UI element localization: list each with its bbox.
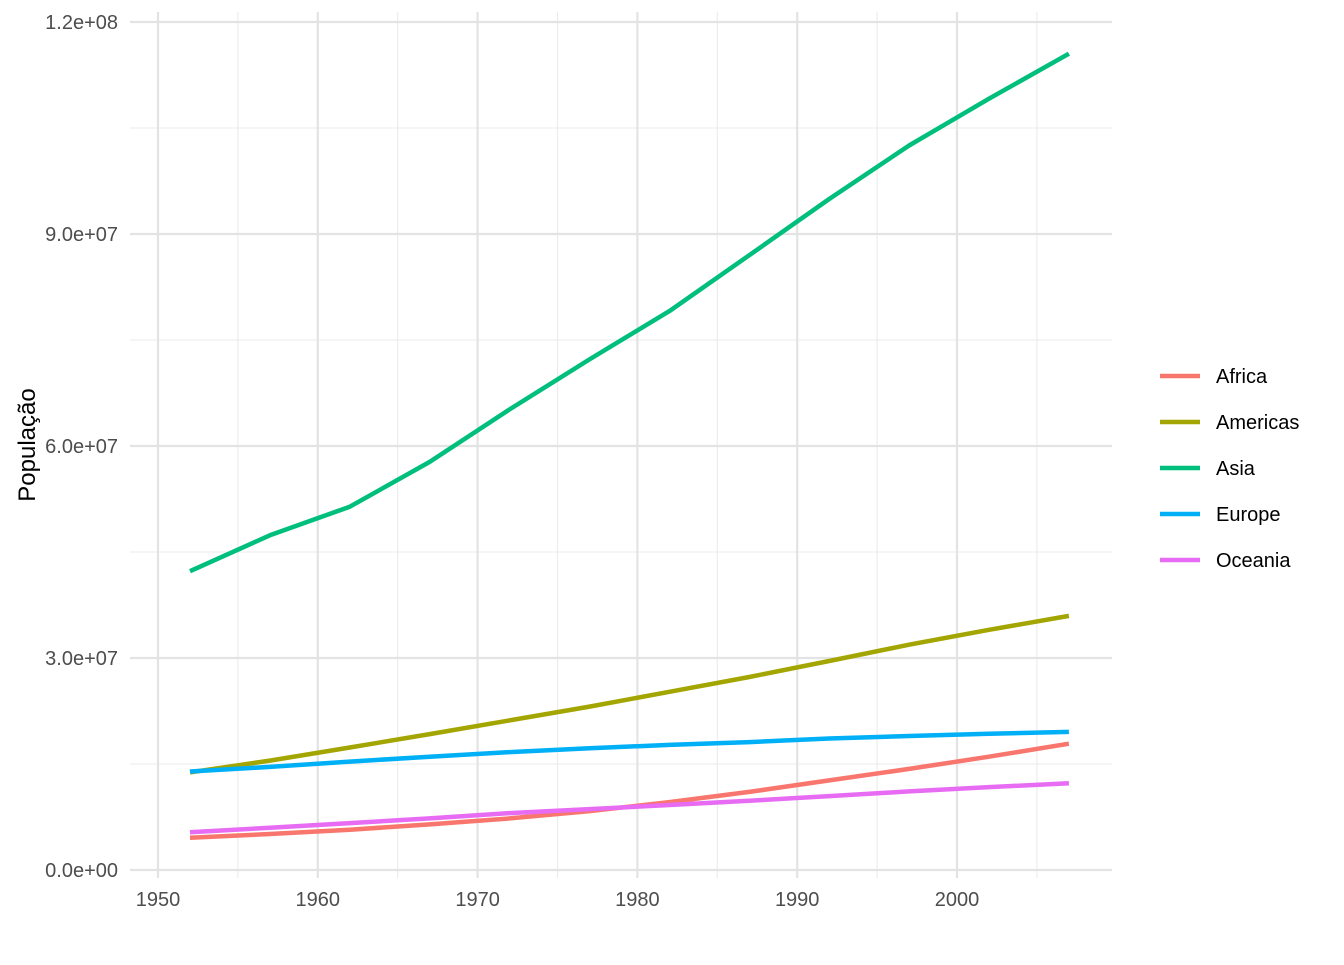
x-tick-label: 1980	[615, 889, 660, 911]
y-axis-ticks: 0.0e+00 3.0e+07 6.0e+07 9.0e+07 1.2e+08	[45, 12, 118, 882]
legend-item-oceania: Oceania	[1160, 550, 1291, 572]
y-tick-label: 0.0e+00	[45, 860, 118, 882]
x-tick-label: 1960	[296, 889, 341, 911]
x-tick-label: 2000	[935, 889, 980, 911]
x-tick-label: 1990	[775, 889, 820, 911]
legend-item-europe: Europe	[1160, 504, 1281, 526]
x-axis-ticks: 1950 1960 1970 1980 1990 2000	[136, 889, 980, 911]
series-line-americas	[189, 613, 1070, 775]
series-line-europe	[189, 729, 1069, 774]
y-axis-title: População	[14, 388, 41, 501]
legend: Africa Americas Asia Europe Oceania	[1160, 366, 1299, 572]
legend-label: Africa	[1216, 366, 1268, 388]
legend-label: Europe	[1216, 504, 1281, 526]
y-tick-label: 1.2e+08	[45, 12, 118, 34]
y-tick-label: 6.0e+07	[45, 436, 118, 458]
y-tick-label: 9.0e+07	[45, 224, 118, 246]
legend-label: Asia	[1216, 458, 1256, 480]
major-gridlines	[130, 12, 1112, 878]
series-line-oceania	[189, 781, 1070, 835]
series-lines	[189, 51, 1071, 840]
legend-item-asia: Asia	[1160, 458, 1256, 480]
legend-label: Oceania	[1216, 550, 1291, 572]
legend-item-americas: Americas	[1160, 412, 1299, 434]
legend-label: Americas	[1216, 412, 1299, 434]
x-tick-label: 1970	[455, 889, 500, 911]
x-tick-label: 1950	[136, 889, 181, 911]
legend-item-africa: Africa	[1160, 366, 1268, 388]
series-line-asia	[189, 51, 1071, 574]
y-tick-label: 3.0e+07	[45, 648, 118, 670]
